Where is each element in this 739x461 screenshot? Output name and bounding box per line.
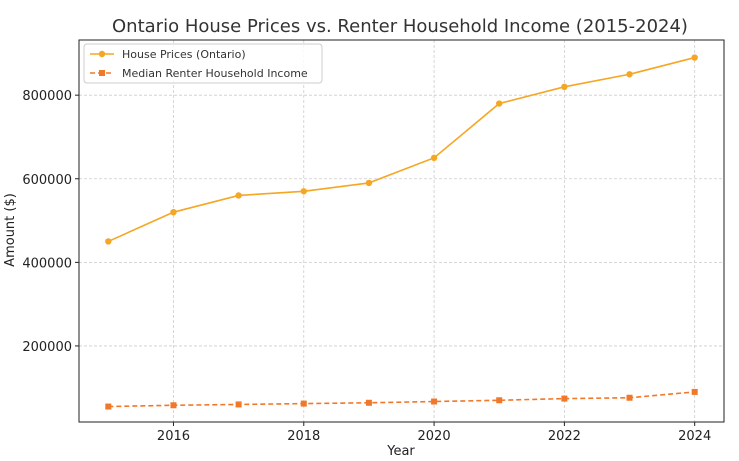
legend: House Prices (Ontario) Median Renter Hous…: [83, 43, 323, 84]
legend-box: [83, 43, 323, 84]
data-point-square: [561, 395, 568, 402]
y-tick-label: 200000: [22, 340, 72, 355]
legend-entry-label: House Prices (Ontario): [122, 48, 246, 61]
data-point-circle: [235, 192, 242, 199]
series-line-0: [107, 56, 695, 243]
legend-swatch-marker: [99, 70, 105, 76]
plot-frame: [78, 39, 725, 423]
series-layer: [105, 54, 698, 410]
x-axis-label: Year: [386, 444, 415, 459]
x-tick-label: 2024: [678, 429, 711, 444]
data-point-square: [626, 394, 633, 401]
data-point-square: [431, 398, 438, 405]
data-point-square: [105, 403, 112, 410]
ticks-layer: 2016 2018 2020 2022 2024 200000 400000 600000 80…: [22, 89, 711, 444]
y-axis-label: Amount ($): [3, 193, 18, 267]
data-point-circle: [365, 179, 373, 187]
y-tick-label: 600000: [22, 173, 72, 188]
data-point-square: [170, 402, 177, 409]
data-point-square: [365, 399, 372, 406]
x-tick-label: 2022: [548, 429, 581, 444]
data-point-square: [496, 397, 503, 404]
data-point-square: [235, 401, 242, 408]
data-point-circle: [496, 100, 503, 107]
x-tick-label: 2018: [287, 429, 320, 444]
x-tick-label: 2020: [418, 429, 451, 444]
data-point-circle: [430, 154, 438, 162]
grid-layer: [79, 40, 724, 422]
data-point-circle: [170, 208, 177, 216]
data-point-circle: [300, 188, 307, 195]
y-tick-label: 400000: [22, 256, 72, 271]
data-point-circle: [691, 54, 698, 61]
data-point-circle: [105, 238, 112, 245]
series-line-1: [108, 391, 695, 408]
legend-entry-label: Median Renter Household Income: [122, 67, 308, 80]
data-point-circle: [626, 71, 633, 78]
chart-title: Ontario House Prices vs. Renter Househol…: [112, 16, 688, 37]
y-tick-label: 800000: [22, 89, 72, 104]
data-point-square: [691, 388, 698, 395]
legend-swatch-marker: [98, 50, 106, 58]
data-point-circle: [561, 83, 568, 91]
data-point-square: [300, 400, 307, 407]
x-tick-label: 2016: [157, 429, 190, 444]
